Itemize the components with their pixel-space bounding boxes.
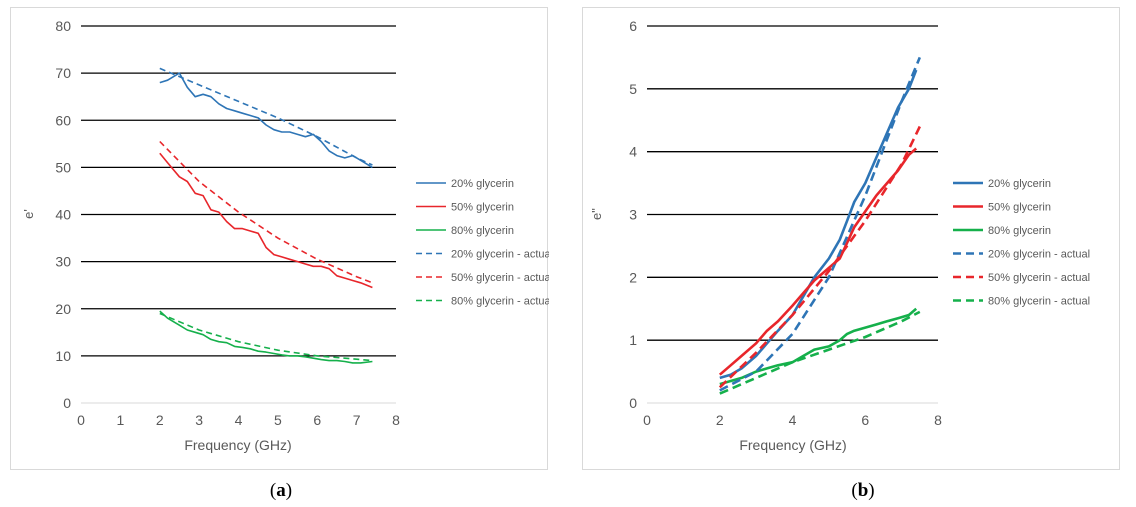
ytick-label-a-40: 40 [55, 207, 71, 223]
ytick-label-a-70: 70 [55, 65, 71, 81]
series-line-b-5 [718, 125, 921, 389]
x-axis-label-a: Frequency (GHz) [184, 437, 291, 453]
xtick-label-b-4: 4 [789, 412, 797, 428]
legend-label-b-4: 20% glycerin - actual [988, 249, 1090, 261]
legend-label-a-4: 20% glycerin - actual [451, 249, 549, 261]
series-line-a-4 [159, 67, 373, 166]
legend-label-a-5: 50% glycerin - actual [451, 272, 549, 284]
xtick-label-a-5: 5 [274, 412, 282, 428]
caption-b: (b) [833, 480, 893, 502]
xtick-label-a-7: 7 [353, 412, 361, 428]
xtick-label-a-8: 8 [392, 412, 400, 428]
series-line-a-1 [159, 72, 373, 169]
xtick-label-b-8: 8 [934, 412, 942, 428]
legend-label-a-3: 80% glycerin [451, 225, 514, 237]
caption-b-close: ) [868, 480, 875, 501]
legend-label-b-3: 80% glycerin [988, 225, 1051, 237]
ytick-label-b-4: 4 [629, 144, 637, 160]
ytick-label-b-5: 5 [629, 81, 637, 97]
ytick-label-b-0: 0 [629, 395, 637, 411]
caption-a-open: ( [269, 480, 277, 501]
legend-label-a-2: 50% glycerin [451, 202, 514, 214]
chart-b-svg: 0 1 2 3 4 5 6 0 2 4 6 8 Frequency (GHz) e" 20% glyceri… [589, 18, 1090, 453]
legend-label-a-6: 80% glycerin - actual [451, 296, 549, 308]
series-line-b-4 [719, 56, 922, 392]
series-line-a-6 [159, 312, 373, 362]
ytick-label-b-6: 6 [629, 18, 637, 34]
caption-b-letter: b [857, 480, 869, 501]
ytick-label-a-80: 80 [55, 18, 71, 34]
caption-a-close: ) [285, 480, 293, 501]
chart-panel-b: 0 1 2 3 4 5 6 0 2 4 6 8 Frequency (GHz) e" 20% glyceri… [582, 7, 1120, 470]
xtick-label-a-6: 6 [313, 412, 321, 428]
legend-label-b-2: 50% glycerin [988, 202, 1051, 214]
xtick-label-b-2: 2 [716, 412, 724, 428]
series-line-b-6 [719, 310, 921, 395]
xtick-label-a-3: 3 [195, 412, 203, 428]
xtick-label-b-0: 0 [643, 412, 651, 428]
legend-label-b-6: 80% glycerin - actual [988, 296, 1090, 308]
caption-a-letter: a [276, 480, 286, 501]
series-line-b-2 [718, 147, 918, 376]
series-line-b-1 [719, 69, 918, 380]
ytick-label-a-60: 60 [55, 112, 71, 128]
legend-label-a-1: 20% glycerin [451, 178, 514, 190]
xtick-label-a-2: 2 [156, 412, 164, 428]
xtick-label-a-4: 4 [235, 412, 243, 428]
caption-a: (a) [251, 480, 311, 502]
series-line-a-3 [159, 310, 373, 364]
y-axis-label-a: e' [21, 209, 36, 219]
chart-panel-a: 0 10 20 30 40 50 60 70 80 0 1 2 3 4 5 6 7 8 Frequency (GHz… [10, 7, 549, 470]
legend-label-b-5: 50% glycerin - actual [988, 272, 1090, 284]
xtick-label-a-1: 1 [116, 412, 124, 428]
legend-label-b-1: 20% glycerin [988, 178, 1051, 190]
x-axis-label-b: Frequency (GHz) [739, 437, 846, 453]
ytick-label-a-50: 50 [55, 159, 71, 175]
ytick-label-a-30: 30 [55, 254, 71, 270]
ytick-label-b-2: 2 [629, 269, 637, 285]
ytick-label-b-1: 1 [629, 332, 637, 348]
caption-b-open: ( [851, 480, 858, 501]
y-axis-label-b: e" [589, 208, 604, 220]
series-line-a-2 [159, 152, 373, 289]
xtick-label-a-0: 0 [77, 412, 85, 428]
ytick-label-b-3: 3 [629, 207, 637, 223]
series-line-a-5 [159, 140, 373, 284]
ytick-label-a-10: 10 [55, 348, 71, 364]
ytick-label-a-0: 0 [63, 395, 71, 411]
ytick-label-a-20: 20 [55, 301, 71, 317]
chart-a-svg: 0 10 20 30 40 50 60 70 80 0 1 2 3 4 5 6 7 8 Frequency (GHz… [21, 18, 549, 453]
xtick-label-b-6: 6 [861, 412, 869, 428]
series-line-b-3 [719, 307, 918, 386]
